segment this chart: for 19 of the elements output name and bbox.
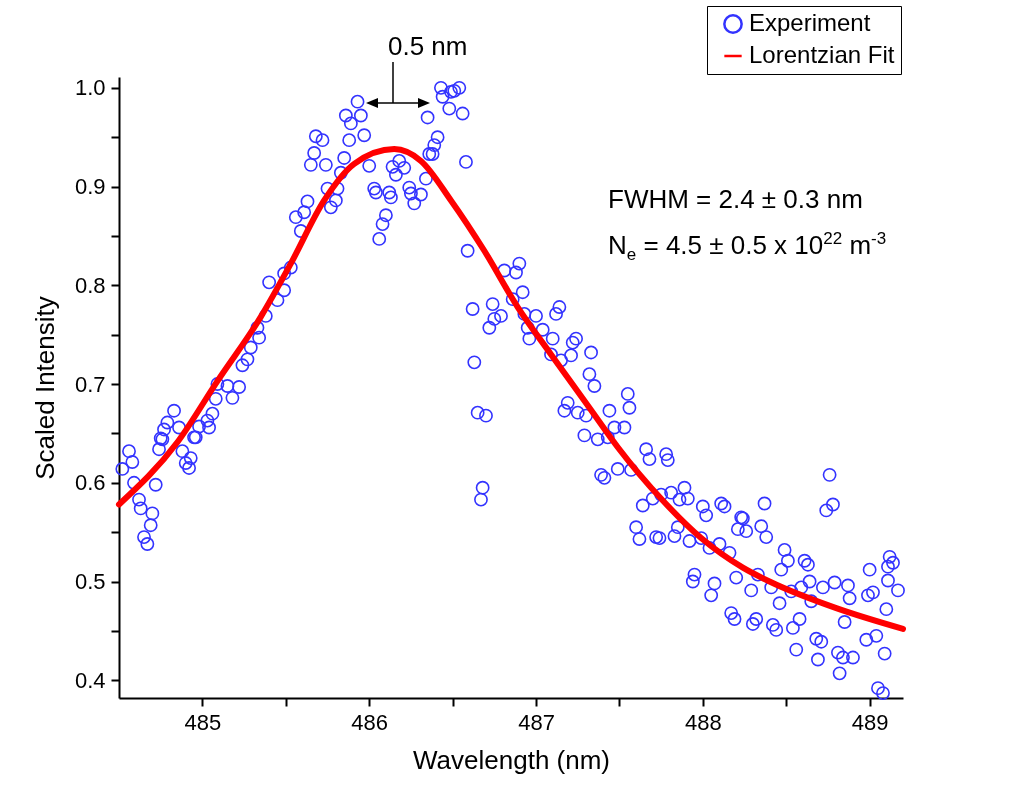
y-axis-title: Scaled Intensity <box>29 296 60 480</box>
y-tick-label: 0.5 <box>74 569 106 594</box>
y-tick-label: 0.4 <box>74 667 106 693</box>
annotation: FWHM = 2.4 ± 0.3 nm <box>608 184 863 214</box>
x-tick-label: 487 <box>518 709 555 735</box>
x-tick-label: 488 <box>684 709 722 735</box>
y-tick-label: 0.6 <box>74 470 106 496</box>
legend-label: Lorentzian Fit <box>749 41 895 68</box>
x-tick-label: 485 <box>184 709 222 735</box>
text: 0.5 nm <box>388 31 468 61</box>
y-tick-label: 0.8 <box>74 272 106 298</box>
x-tick-label: 489 <box>851 709 889 735</box>
annotation: N$_{e}$ = 4.5 ± 0.5 x 10$^{22}$ m$^{-3}$ <box>608 229 887 264</box>
y-tick-label: 0.9 <box>74 174 106 200</box>
x-tick-label: 486 <box>351 709 389 735</box>
y-tick-label: 0.7 <box>74 371 106 397</box>
x-axis-title: Wavelength (nm) <box>413 744 610 775</box>
legend-label: Experiment <box>749 9 871 36</box>
y-tick-label: 1.0 <box>74 75 106 101</box>
